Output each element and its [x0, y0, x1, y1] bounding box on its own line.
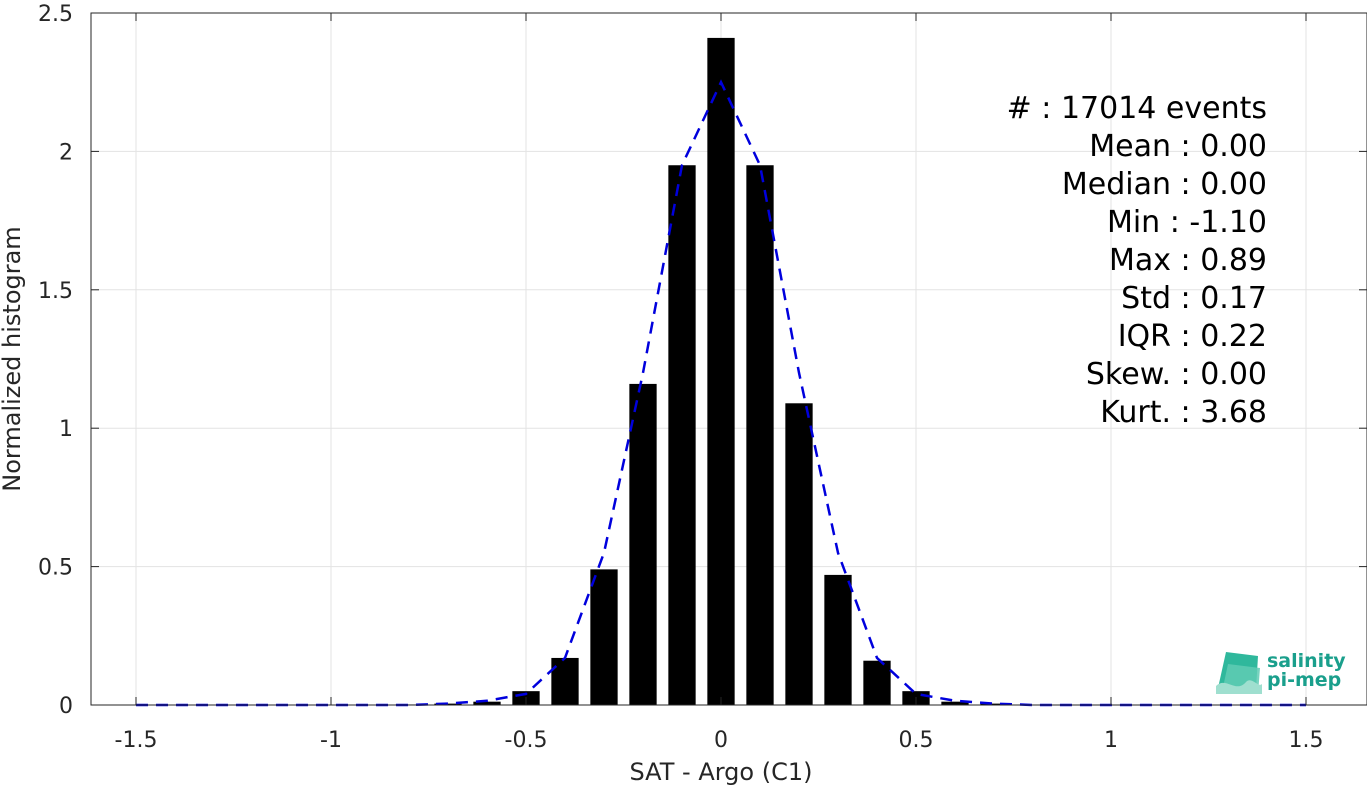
stats-line: # : 17014 events — [1007, 91, 1267, 126]
stats-line: IQR : 0.22 — [1118, 319, 1267, 354]
x-tick-label: -1 — [320, 728, 342, 753]
axis-ticks: -1.5 -1 -0.5 0 0.5 1 1.5 0 0.5 1 1.5 2 2.5 — [38, 2, 1367, 753]
y-tick-label: 0 — [59, 694, 73, 719]
logo-mark-icon — [1216, 652, 1262, 694]
x-tick-label: -1.5 — [115, 728, 158, 753]
y-tick-label: 1 — [59, 417, 73, 442]
stats-line: Skew. : 0.00 — [1086, 357, 1267, 392]
histogram-bar — [863, 660, 891, 705]
histogram-bar — [824, 574, 852, 705]
stats-line: Mean : 0.00 — [1089, 129, 1267, 164]
histogram-bar — [785, 403, 813, 705]
stats-line: Std : 0.17 — [1121, 281, 1267, 316]
y-tick-label: 2 — [59, 140, 73, 165]
histogram-bar — [980, 703, 1008, 705]
histogram-bar — [473, 701, 501, 705]
x-tick-label: 0 — [714, 728, 728, 753]
histogram-bar — [707, 37, 735, 706]
histogram-bars — [395, 37, 1008, 706]
x-axis-title: SAT - Argo (C1) — [630, 758, 813, 786]
stats-line: Min : -1.10 — [1107, 205, 1267, 240]
plot-frame — [90, 12, 1367, 706]
histogram-bar — [746, 165, 774, 706]
x-tick-label: 0.5 — [899, 728, 934, 753]
histogram-bar — [590, 569, 618, 705]
x-tick-label: -0.5 — [505, 728, 548, 753]
y-tick-label: 0.5 — [38, 556, 73, 581]
stats-line: Kurt. : 3.68 — [1100, 395, 1267, 430]
histogram-bar — [551, 657, 579, 705]
x-tick-label: 1 — [1104, 728, 1118, 753]
stats-line: Max : 0.89 — [1109, 243, 1267, 278]
salinity-pi-mep-logo: salinity pi-mep — [1216, 650, 1346, 694]
y-tick-label: 1.5 — [38, 279, 73, 304]
histogram-bar — [941, 701, 969, 705]
histogram-bar — [668, 165, 696, 706]
logo-text-pi-mep: pi-mep — [1267, 669, 1341, 691]
histogram-bar — [629, 383, 657, 705]
x-tick-label: 1.5 — [1289, 728, 1324, 753]
logo-text-salinity: salinity — [1267, 650, 1346, 672]
fit-line — [136, 79, 1306, 707]
stats-line: Median : 0.00 — [1062, 167, 1267, 202]
y-tick-label: 2.5 — [38, 2, 73, 27]
fit-line-path — [136, 79, 1306, 707]
y-axis-title: Normalized histogram — [0, 226, 26, 491]
